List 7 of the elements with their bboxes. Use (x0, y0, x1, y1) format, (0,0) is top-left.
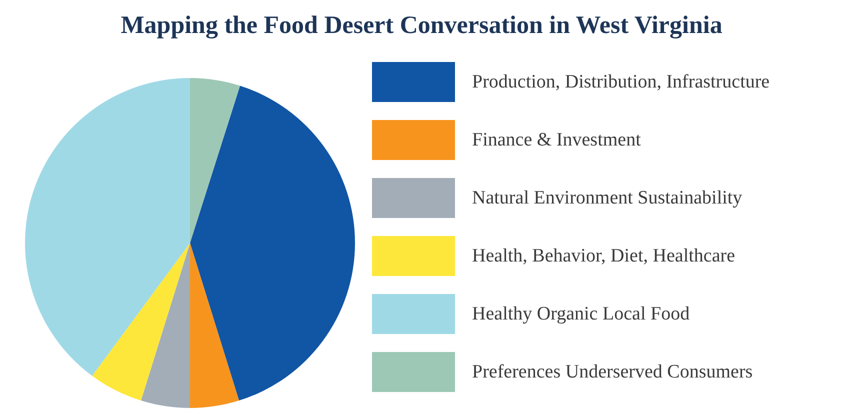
legend-label: Healthy Organic Local Food (472, 304, 690, 324)
legend-label: Health, Behavior, Diet, Healthcare (472, 246, 736, 266)
chart-title: Mapping the Food Desert Conversation in West Virginia (120, 12, 723, 39)
legend-label: Natural Environment Sustainability (472, 188, 743, 208)
legend-label: Production, Distribution, Infrastructure (472, 72, 770, 92)
legend-label: Finance & Investment (472, 130, 642, 150)
legend-label: Preferences Underserved Consumers (472, 362, 753, 382)
